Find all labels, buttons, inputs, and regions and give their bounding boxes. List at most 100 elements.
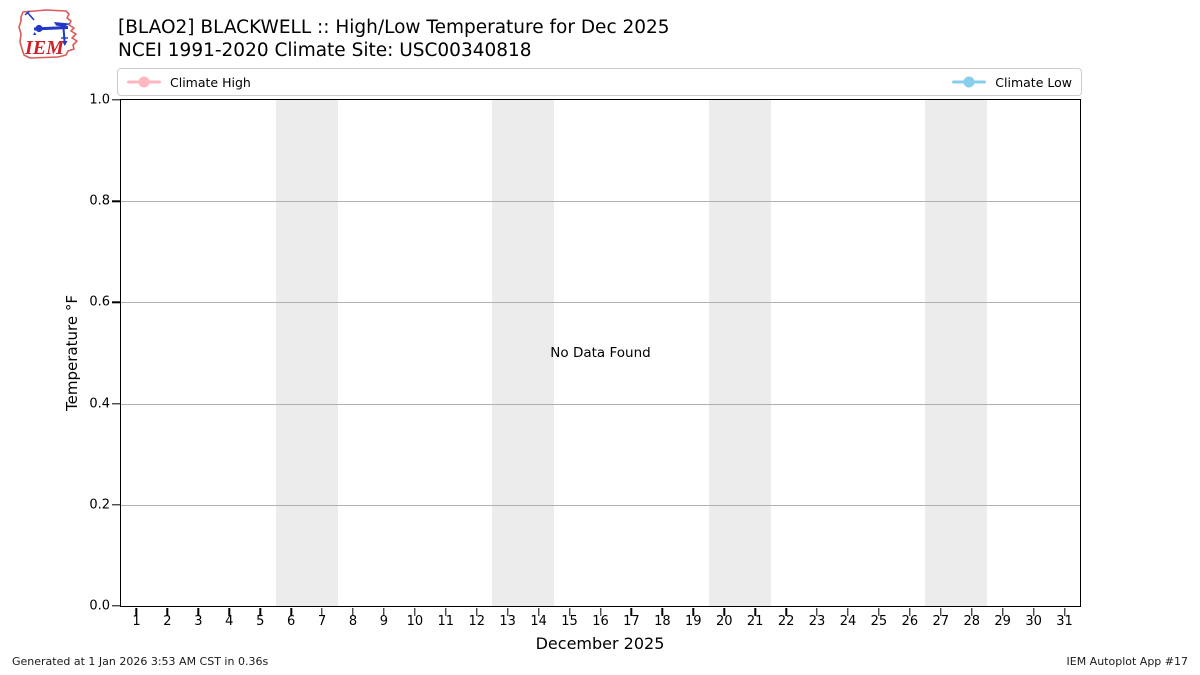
x-tick-label: 21 <box>746 614 764 629</box>
x-tick-label: 19 <box>685 614 702 629</box>
x-tick-label: 18 <box>654 614 671 629</box>
x-tick-mark <box>352 608 354 616</box>
x-tick-mark <box>166 608 169 616</box>
y-tick-mark <box>112 301 120 304</box>
legend-label-climate-low: Climate Low <box>995 74 1072 90</box>
x-tick-label: 8 <box>348 614 358 629</box>
x-tick-mark <box>723 608 725 616</box>
legend-item-climate-low: Climate Low <box>952 75 1072 90</box>
x-tick-mark <box>940 608 942 616</box>
x-tick-mark <box>506 608 509 616</box>
x-tick-mark <box>971 608 973 616</box>
x-tick-label: 3 <box>194 614 203 629</box>
x-tick-label: 12 <box>468 614 486 629</box>
y-tick-mark <box>112 402 120 405</box>
y-tick-label: 0.0 <box>89 598 110 614</box>
weekend-shading-band <box>275 100 338 606</box>
x-tick-mark <box>259 608 261 616</box>
legend-label-climate-high: Climate High <box>170 74 251 90</box>
x-tick-label: 9 <box>379 614 389 629</box>
y-tick-label: 0.2 <box>89 497 110 513</box>
x-tick-mark <box>135 608 138 616</box>
app-credit-text: IEM Autoplot App #17 <box>1066 655 1189 668</box>
x-tick-mark <box>321 608 323 616</box>
x-tick-label: 29 <box>994 614 1011 629</box>
y-axis-title: Temperature °F <box>63 295 81 411</box>
x-tick-mark <box>692 608 694 616</box>
x-tick-label: 11 <box>437 614 455 629</box>
chart-title: [BLAO2] BLACKWELL :: High/Low Temperatur… <box>118 17 670 38</box>
x-tick-mark <box>445 608 447 616</box>
x-tick-label: 20 <box>715 614 733 629</box>
x-tick-label: 31 <box>1056 614 1073 629</box>
x-tick-label: 15 <box>561 614 578 629</box>
y-tick-mark <box>112 605 120 607</box>
x-tick-label: 27 <box>932 614 950 629</box>
x-tick-mark <box>1063 608 1066 616</box>
y-gridline <box>121 201 1080 203</box>
x-tick-mark <box>785 608 787 616</box>
x-tick-label: 2 <box>163 614 172 629</box>
y-tick-mark <box>112 504 120 506</box>
y-tick-mark <box>112 99 120 101</box>
x-tick-label: 4 <box>225 614 234 629</box>
x-tick-label: 23 <box>808 614 826 629</box>
no-data-message: No Data Found <box>550 345 651 361</box>
x-tick-label: 5 <box>256 614 265 629</box>
x-tick-label: 10 <box>406 614 424 629</box>
x-tick-mark <box>630 608 633 616</box>
title-block: [BLAO2] BLACKWELL :: High/Low Temperatur… <box>118 16 670 62</box>
y-tick-mark <box>112 200 120 202</box>
climate-high-marker-icon <box>127 76 161 88</box>
x-tick-mark <box>816 608 818 616</box>
x-tick-mark <box>383 608 385 616</box>
x-tick-mark <box>1032 608 1035 616</box>
weekend-shading-band <box>708 100 771 606</box>
x-tick-label: 24 <box>839 614 857 629</box>
y-tick-label: 0.6 <box>89 294 110 310</box>
x-tick-mark <box>661 608 664 616</box>
chart-subtitle: NCEI 1991-2020 Climate Site: USC00340818 <box>118 40 532 61</box>
weekend-shading-band <box>492 100 555 606</box>
x-tick-mark <box>878 608 880 616</box>
x-tick-label: 1 <box>132 614 141 629</box>
climate-low-marker-icon <box>952 76 987 88</box>
legend: Climate High Climate Low <box>117 68 1082 96</box>
x-tick-mark <box>599 608 602 616</box>
x-tick-mark <box>537 608 540 616</box>
iem-logo: IEM <box>18 9 78 59</box>
x-tick-mark <box>568 608 571 616</box>
plot-area: No Data Found 1.0 0.8 0.6 0.4 0.2 0.0 1 2 3 4 5 6 7 8… <box>89 93 1081 629</box>
x-tick-label: 17 <box>623 614 640 629</box>
x-tick-mark <box>197 608 200 616</box>
x-axis-title: December 2025 <box>535 634 665 653</box>
x-tick-label: 7 <box>317 614 327 629</box>
x-tick-label: 13 <box>499 614 516 629</box>
legend-item-climate-high: Climate High <box>127 75 251 90</box>
y-tick-label: 0.4 <box>89 396 110 412</box>
iowa-outline <box>18 9 78 59</box>
y-gridline <box>121 504 1080 506</box>
y-tick-label: 1.0 <box>89 92 110 108</box>
weekend-shading-band <box>925 100 988 606</box>
x-tick-mark <box>847 608 849 616</box>
x-tick-label: 14 <box>530 614 547 629</box>
x-tick-label: 28 <box>963 614 980 629</box>
x-tick-mark <box>290 608 292 616</box>
x-tick-label: 30 <box>1025 614 1042 629</box>
x-tick-mark <box>476 608 478 616</box>
x-tick-label: 25 <box>870 614 888 629</box>
logo-iem-text: IEM <box>24 37 65 59</box>
x-tick-mark <box>414 608 416 616</box>
weathervane-icon <box>24 10 70 46</box>
y-gridline <box>121 403 1080 405</box>
y-tick-label: 0.8 <box>89 193 110 209</box>
x-tick-mark <box>909 608 911 616</box>
x-tick-mark <box>1001 608 1004 616</box>
x-tick-mark <box>228 608 230 616</box>
x-tick-label: 6 <box>287 614 296 629</box>
x-tick-label: 16 <box>592 614 609 629</box>
generated-at-text: Generated at 1 Jan 2026 3:53 AM CST in 0… <box>12 655 269 668</box>
x-tick-mark <box>754 608 756 616</box>
